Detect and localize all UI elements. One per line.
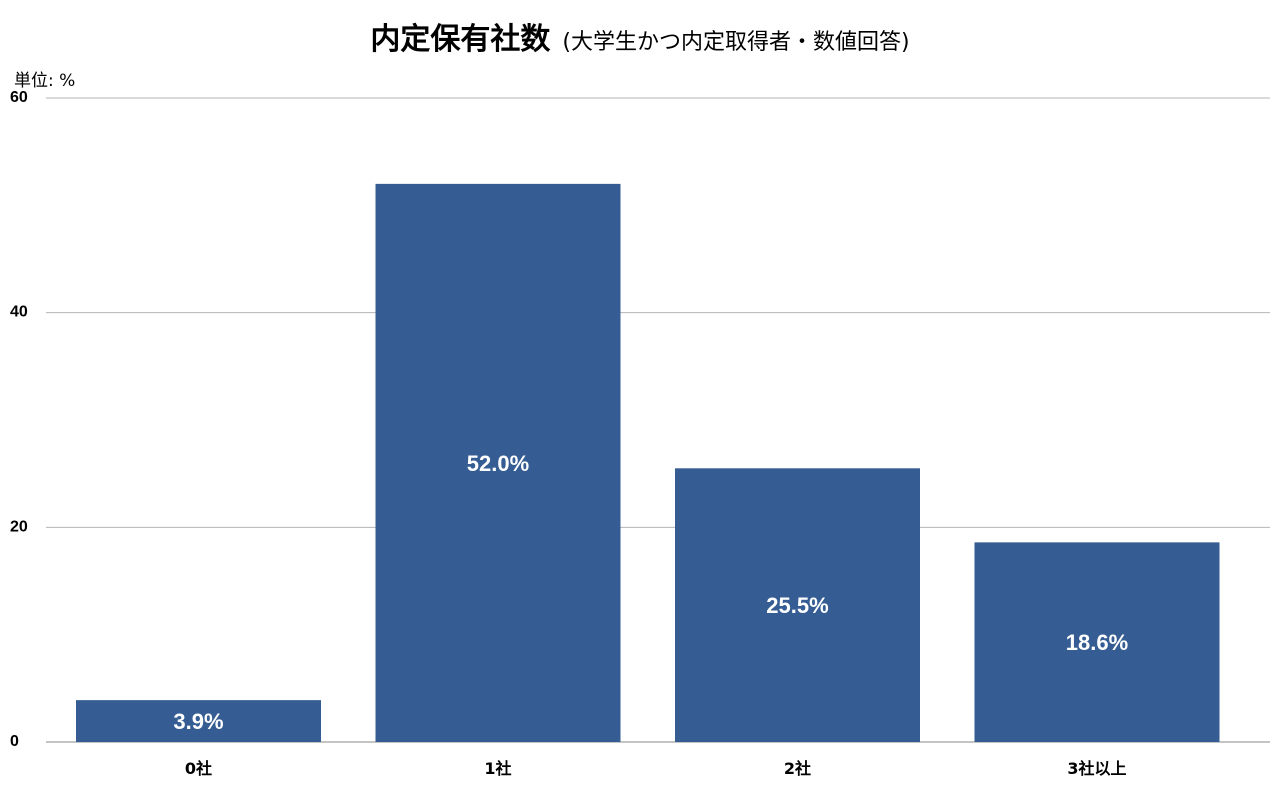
x-category-label: 2社 <box>784 759 811 778</box>
bar <box>974 542 1220 742</box>
labels: 0 20 40 60 3.9% 0社 52.0% 1社 25.5% 2社 18.6% 3社以上 <box>10 89 1128 778</box>
chart-subtitle: (大学生かつ内定取得者・数値回答) <box>562 30 910 55</box>
bar <box>76 700 321 742</box>
y-tick-label: 20 <box>10 518 28 535</box>
x-category-label: 0社 <box>185 759 212 778</box>
chart-title-block: 内定保有社数 (大学生かつ内定取得者・数値回答) <box>0 14 1280 58</box>
unit-label: 単位: % <box>14 71 76 91</box>
bar-data-label: 18.6% <box>1066 630 1128 655</box>
chart-title: 内定保有社数 <box>370 22 551 57</box>
y-tick-label: 40 <box>10 304 28 321</box>
y-tick-label: 0 <box>10 733 19 750</box>
bar <box>375 183 621 742</box>
bar <box>675 468 920 742</box>
bars <box>76 183 1220 742</box>
y-tick-label: 60 <box>10 89 28 106</box>
bar-data-label: 25.5% <box>766 593 828 618</box>
x-category-label: 3社以上 <box>1067 759 1126 778</box>
bar-data-label: 52.0% <box>467 451 529 476</box>
bar-data-label: 3.9% <box>173 709 223 734</box>
x-category-label: 1社 <box>484 759 511 778</box>
